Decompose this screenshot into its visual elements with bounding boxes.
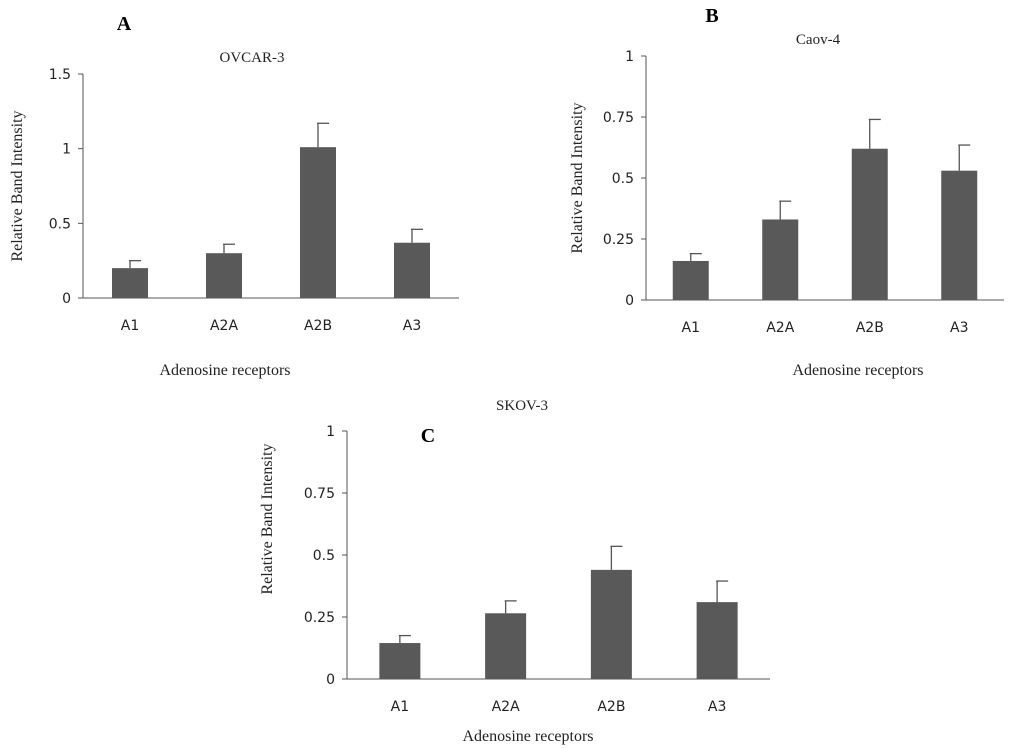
x-tick-label: A3: [708, 699, 726, 715]
y-tick-label: 0.75: [603, 110, 634, 126]
y-tick-label: 1: [62, 142, 71, 158]
y-tick-label: 0.75: [304, 486, 335, 502]
panel-letter: B: [705, 5, 718, 27]
x-tick-label: A1: [391, 699, 409, 715]
y-tick-label: 1: [326, 424, 335, 440]
y-tick-label: 0.5: [612, 171, 634, 187]
bar-a2a: [762, 219, 799, 300]
bar-a2b: [851, 148, 888, 300]
x-axis-label: Adenosine receptors: [792, 362, 923, 379]
x-tick-label: A2B: [597, 699, 625, 715]
x-axis-label: Adenosine receptors: [159, 362, 290, 379]
x-tick-label: A3: [950, 320, 968, 336]
bar-a1: [672, 260, 709, 300]
y-axis-label: Relative Band Intensity: [569, 102, 586, 253]
y-tick-label: 0.25: [603, 232, 634, 248]
bar-a2a: [485, 613, 527, 679]
y-tick-label: 0: [625, 293, 634, 309]
chart-title: Caov-4: [796, 32, 841, 48]
chart-panel-a: A OVCAR-3 0 0.5 1 1.5 A1 A2A A2B A3 Adenosine rece…: [9, 13, 459, 379]
x-tick-label: A1: [121, 318, 139, 334]
x-tick-label: A2A: [210, 318, 238, 334]
x-tick-label: A1: [682, 320, 700, 336]
bar-a2b: [300, 147, 336, 298]
x-tick-label: A2A: [492, 699, 520, 715]
y-tick-label: 0.5: [313, 548, 335, 564]
bar-a3: [394, 242, 430, 298]
bar-a3: [941, 170, 978, 300]
chart-panel-c: C SKOV-3 0 0.25 0.5 0.75 1 A1 A2A A2B A3 Adenosine …: [259, 398, 770, 745]
y-tick-label: 0: [326, 672, 335, 688]
y-tick-label: 0.25: [304, 610, 335, 626]
y-axis-label: Relative Band Intensity: [259, 443, 276, 594]
y-tick-label: 1.5: [49, 67, 71, 83]
bar-a1: [379, 643, 421, 679]
x-tick-label: A2B: [856, 320, 884, 336]
bar-a1: [112, 268, 148, 298]
panel-letter: C: [421, 425, 435, 447]
x-tick-label: A3: [403, 318, 421, 334]
chart-title: OVCAR-3: [219, 50, 284, 66]
chart-panel-b: B Caov-4 0 0.25 0.5 0.75 1 A1 A2A A2B A3 Adenosine …: [569, 5, 1004, 379]
x-tick-label: A2A: [766, 320, 794, 336]
y-tick-label: 0.5: [49, 216, 71, 232]
y-axis-label: Relative Band Intensity: [9, 110, 26, 261]
y-tick-label: 1: [625, 49, 634, 65]
bar-a2b: [590, 569, 632, 679]
bar-a2a: [206, 253, 242, 298]
x-tick-label: A2B: [304, 318, 332, 334]
panel-letter: A: [117, 13, 132, 35]
x-axis-label: Adenosine receptors: [462, 728, 593, 745]
y-tick-label: 0: [62, 291, 71, 307]
bar-a3: [696, 602, 738, 679]
chart-title: SKOV-3: [496, 398, 548, 414]
